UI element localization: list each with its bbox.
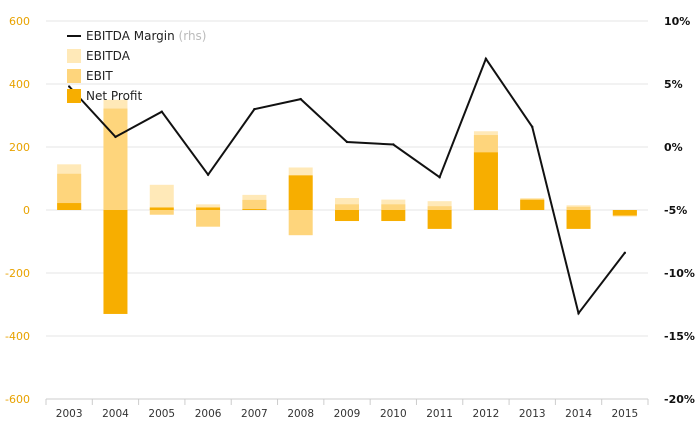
- y-left-tick-label: 200: [9, 141, 30, 154]
- line-point: [577, 312, 580, 315]
- legend-label: EBITDA Margin (rhs): [86, 29, 207, 43]
- y-right-tick-label: -10%: [664, 267, 695, 280]
- bar-net-profit: [566, 210, 591, 229]
- y-left-tick-label: 600: [9, 15, 30, 28]
- x-tick-label: 2013: [519, 408, 546, 420]
- x-tick-label: 2008: [287, 408, 314, 420]
- x-tick-label: 2003: [56, 408, 83, 420]
- line-point: [206, 173, 210, 176]
- x-tick-label: 2010: [380, 408, 407, 420]
- legend-label: EBIT: [86, 69, 113, 83]
- legend-label: Net Profit: [86, 89, 142, 103]
- bar-ebitda: [196, 204, 221, 210]
- y-left-tick-label: -200: [5, 267, 30, 280]
- bar-net-profit: [520, 199, 545, 210]
- x-tick-label: 2009: [334, 408, 361, 420]
- bar-ebit: [381, 204, 406, 210]
- line-point: [253, 108, 256, 111]
- line-point: [392, 143, 395, 146]
- bar-ebitda: [335, 198, 359, 210]
- y-right-tick-label: -15%: [664, 330, 695, 343]
- bar-net-profit: [335, 210, 359, 222]
- line-point: [438, 176, 441, 179]
- legend-label: EBITDA: [86, 49, 131, 63]
- y-left-tick-label: -600: [5, 393, 30, 406]
- bar-net-profit: [473, 152, 498, 210]
- x-tick-label: 2007: [241, 408, 268, 420]
- legend-marker-square: [67, 89, 81, 103]
- line-point: [67, 85, 71, 88]
- bar-net-profit: [196, 207, 221, 210]
- line-point: [114, 135, 117, 139]
- bar-ebit: [288, 210, 313, 236]
- legend-marker-square: [67, 49, 81, 63]
- bar-ebitda: [149, 184, 174, 210]
- bar-net-profit: [242, 209, 267, 210]
- y-right-tick-label: -5%: [664, 204, 687, 217]
- x-tick-label: 2004: [102, 408, 129, 420]
- legend-marker-square: [67, 69, 81, 83]
- bar-net-profit: [427, 210, 452, 229]
- bar-ebit: [566, 206, 591, 210]
- bar-ebit: [196, 210, 221, 227]
- y-left-tick-label: -400: [5, 330, 30, 343]
- bar-ebit: [427, 206, 452, 210]
- y-right-tick-label: 0%: [664, 141, 683, 154]
- x-tick-label: 2015: [611, 408, 638, 420]
- line-point: [531, 125, 534, 129]
- bar-ebit: [242, 199, 267, 210]
- line-point: [623, 251, 627, 255]
- y-left-tick-label: 400: [9, 78, 30, 91]
- x-tick-label: 2011: [426, 408, 453, 420]
- y-right-tick-label: -20%: [664, 393, 695, 406]
- y-right-tick-label: 10%: [664, 15, 690, 28]
- bar-ebit: [335, 204, 359, 210]
- bar-ebit: [149, 210, 174, 215]
- x-tick-label: 2005: [148, 408, 175, 420]
- y-right-tick-label: 5%: [664, 78, 683, 91]
- line-point: [299, 97, 302, 101]
- bar-net-profit: [103, 210, 128, 314]
- legend-suffix: (rhs): [175, 29, 207, 43]
- x-tick-label: 2006: [195, 408, 222, 420]
- bar-net-profit: [288, 175, 313, 210]
- bar-ebitda: [427, 201, 452, 210]
- bar-net-profit: [149, 207, 174, 210]
- bar-net-profit: [612, 210, 637, 216]
- bar-ebit: [103, 108, 128, 210]
- line-point: [484, 57, 488, 60]
- y-left-tick-label: 0: [23, 204, 30, 217]
- x-tick-label: 2014: [565, 408, 592, 420]
- bar-net-profit: [381, 210, 406, 222]
- line-point: [160, 110, 163, 113]
- line-point: [345, 140, 349, 144]
- bar-net-profit: [57, 203, 82, 210]
- x-tick-label: 2012: [473, 408, 500, 420]
